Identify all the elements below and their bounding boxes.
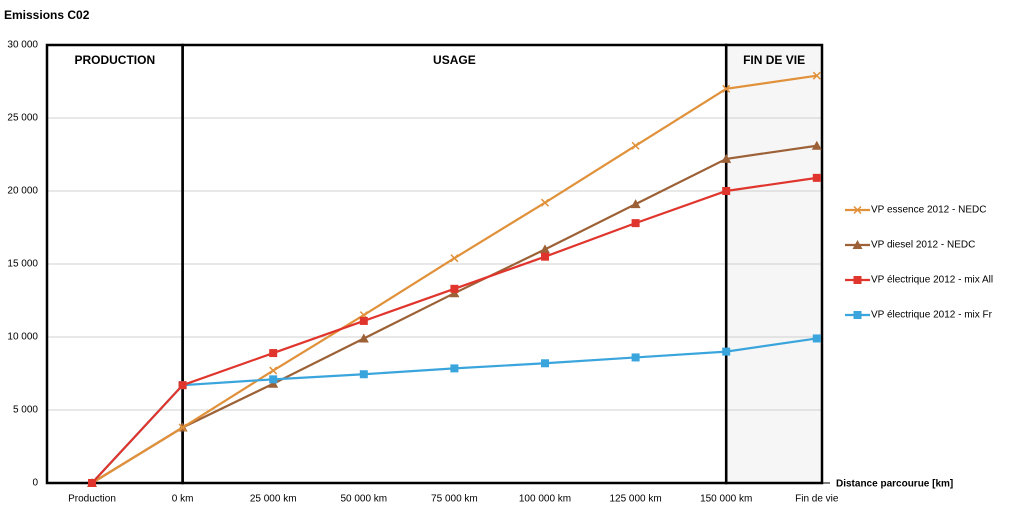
point [450, 284, 459, 293]
legend-marker [853, 205, 862, 215]
point [722, 187, 731, 195]
point [722, 84, 731, 93]
x-tick-label: 125 000 km [609, 494, 661, 505]
section-label: PRODUCTION [74, 53, 155, 67]
point [812, 173, 821, 182]
y-tick-label: 20 000 [7, 186, 38, 197]
x-tick-label: 0 km [172, 494, 194, 505]
point [450, 254, 459, 263]
point [812, 334, 821, 343]
point [359, 370, 368, 379]
legend-marker [853, 276, 862, 284]
y-tick-label: 0 [32, 478, 38, 489]
y-tick-label: 15 000 [7, 259, 38, 270]
legend-label: VP électrique 2012 - mix All [871, 275, 993, 286]
x-tick-label: Production [68, 494, 116, 505]
point [811, 140, 822, 150]
legend-marker [853, 311, 862, 319]
y-tick-label: 30 000 [7, 40, 38, 51]
point [541, 252, 549, 261]
point [630, 199, 641, 209]
series-line [91, 74, 817, 484]
point [269, 349, 278, 358]
point [269, 375, 278, 384]
point [450, 364, 459, 373]
x-tick-label: 150 000 km [700, 494, 752, 505]
x-axis-label: Distance parcourue [km] [836, 479, 953, 490]
point [358, 333, 369, 343]
section-box [724, 43, 824, 485]
point [812, 71, 821, 80]
x-tick-label: 50 000 km [340, 494, 387, 505]
point [541, 359, 549, 368]
point [540, 198, 550, 207]
point [269, 366, 278, 375]
section-label: FIN DE VIE [743, 53, 805, 67]
series-line [91, 176, 817, 484]
y-tick-label: 5 000 [13, 405, 38, 416]
legend-marker [852, 240, 863, 249]
x-tick-label: Fin de vie [795, 494, 839, 505]
point [178, 423, 187, 432]
point [88, 479, 96, 487]
x-tick-label: 100 000 km [519, 494, 571, 505]
point [359, 316, 368, 325]
y-tick-label: 25 000 [7, 113, 38, 124]
point [631, 141, 640, 150]
point [721, 153, 732, 163]
point [631, 353, 640, 362]
legend-label: VP électrique 2012 - mix Fr [871, 310, 993, 321]
x-tick-label: 25 000 km [250, 494, 297, 505]
legend-label: VP essence 2012 - NEDC [871, 205, 986, 216]
series-line [91, 337, 817, 484]
chart-title: Emissions C02 [4, 8, 90, 22]
y-tick-label: 10 000 [7, 332, 38, 343]
x-tick-label: 75 000 km [431, 494, 478, 505]
point [540, 244, 550, 254]
point [722, 347, 731, 356]
point [631, 219, 640, 228]
point [178, 381, 187, 390]
legend-label: VP diesel 2012 - NEDC [871, 240, 975, 251]
section-label: USAGE [433, 53, 476, 67]
